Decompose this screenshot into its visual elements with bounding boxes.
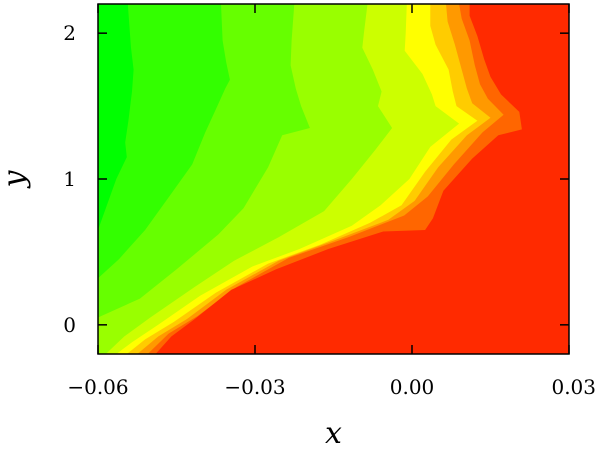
y-tick-label-1: 1 [63,167,76,191]
x-tick-label-2: 0.00 [390,375,435,399]
contour-levels [98,4,569,354]
y-tick-label-2: 2 [63,21,76,45]
y-axis-title: y [0,169,32,189]
axis-ticks [97,4,570,354]
x-tick-label-1: −0.03 [224,375,285,399]
plot-area [98,4,569,354]
y-tick-label-0: 0 [63,313,76,337]
contour-level-9 [155,4,569,354]
x-axis-title: x [325,416,342,450]
x-tick-label-3: 0.03 [551,375,596,399]
x-tick-label-0: −0.06 [67,375,128,399]
axis-tick-labels: −0.06 −0.03 0.00 0.03 0 1 2 [63,21,596,399]
